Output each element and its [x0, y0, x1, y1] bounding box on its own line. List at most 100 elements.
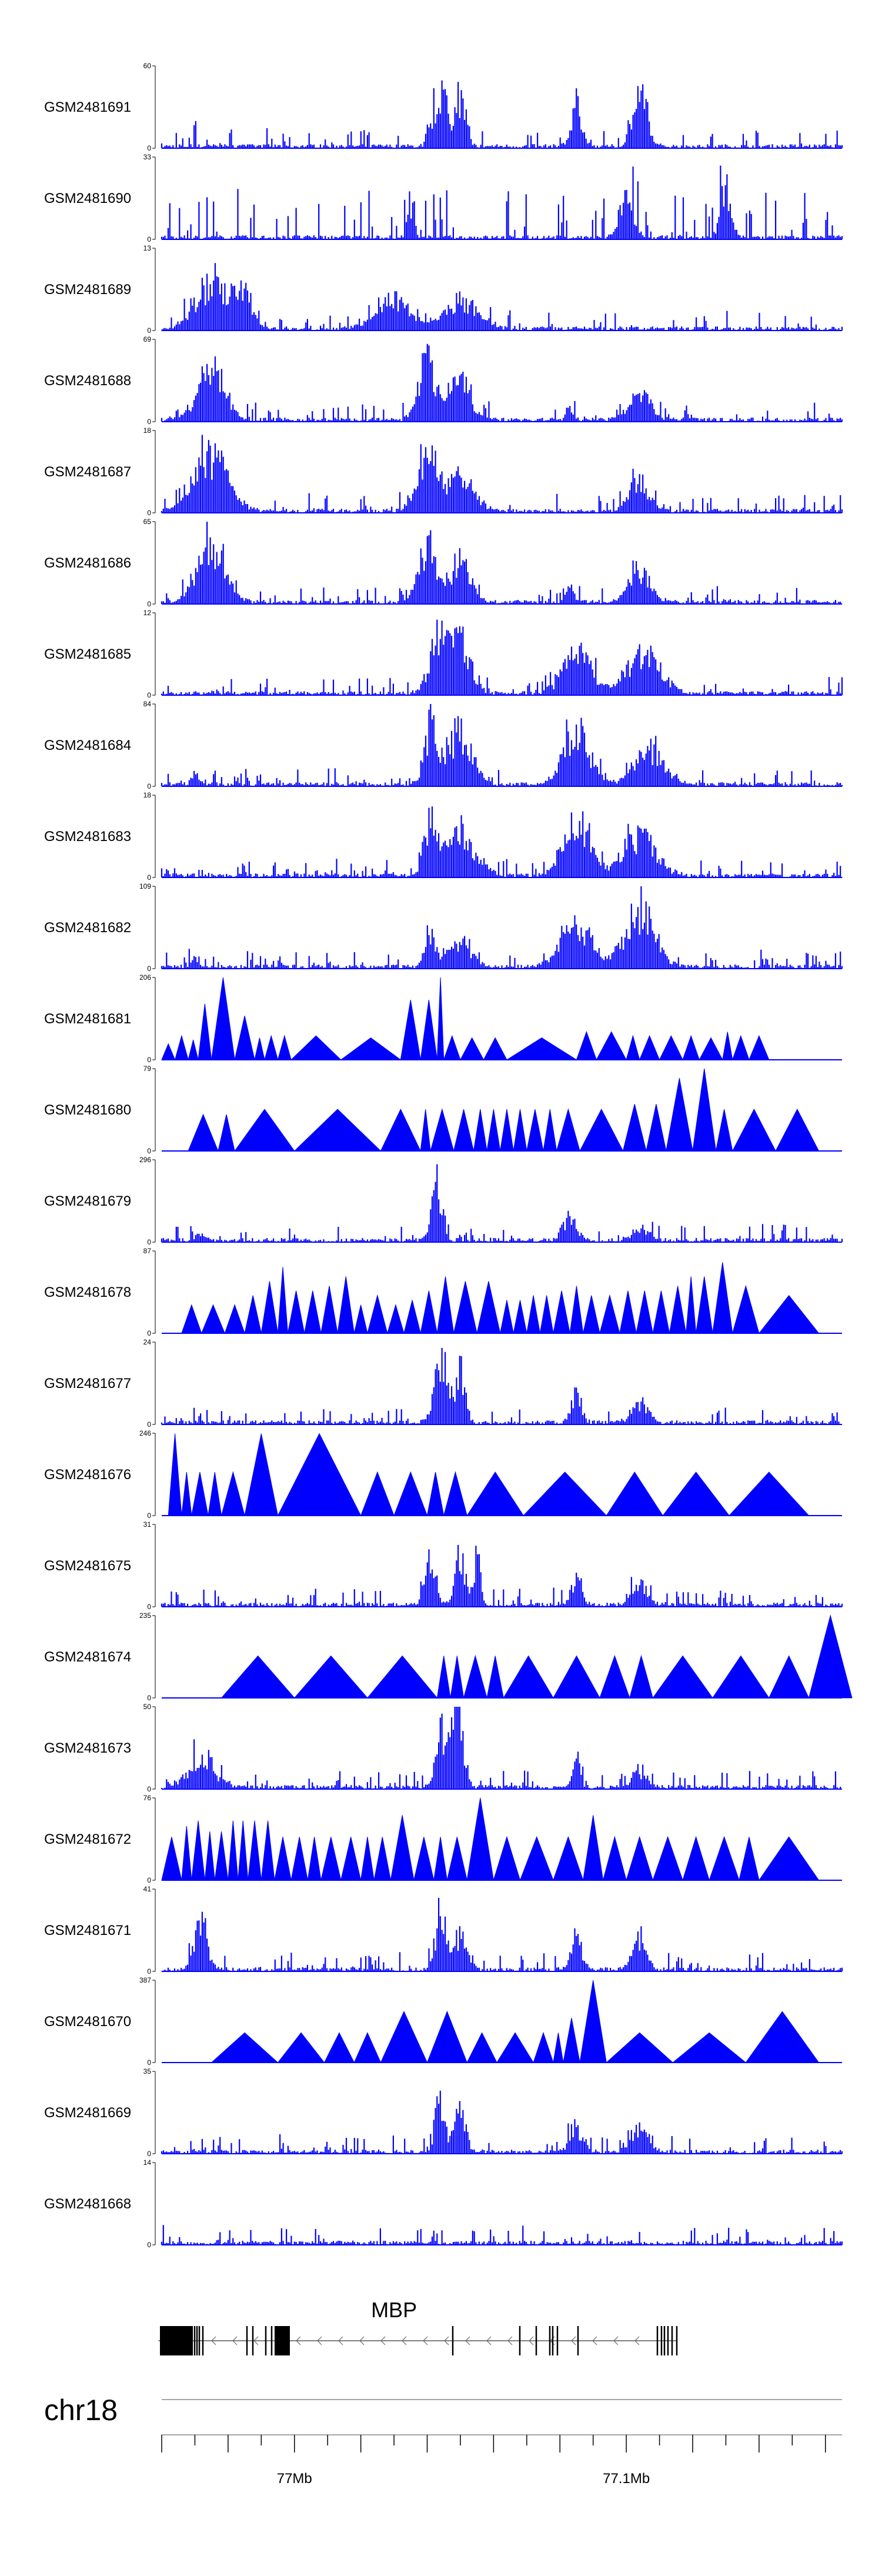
- coverage-segment: [181, 1304, 202, 1334]
- coverage-segment: [659, 1035, 683, 1060]
- coverage-segment: [290, 1035, 342, 1060]
- coverage-segment: [715, 1109, 733, 1152]
- y-zero-label: 0: [147, 1876, 151, 1884]
- y-zero-label: 0: [147, 1603, 151, 1611]
- track-GSM2481690: GSM2481690 33 0: [44, 153, 843, 243]
- track-GSM2481688: GSM2481688 69 0: [44, 335, 843, 426]
- track-label: GSM2481671: [44, 1923, 131, 1938]
- y-zero-label: 0: [147, 326, 151, 335]
- track-label: GSM2481688: [44, 373, 131, 389]
- coverage-signal: [161, 343, 843, 422]
- coverage-segment: [453, 1281, 477, 1334]
- coverage-segment: [443, 1035, 461, 1060]
- coverage-segment: [453, 1109, 475, 1152]
- coverage-segment: [430, 1108, 455, 1152]
- y-zero-label: 0: [147, 2058, 151, 2067]
- coverage-signal: [161, 1898, 843, 1971]
- coverage-segment: [758, 1294, 820, 1334]
- coverage-segment: [692, 1068, 717, 1152]
- coverage-segment: [234, 1016, 255, 1060]
- coverage-segment: [671, 2032, 747, 2063]
- coverage-segment: [181, 1826, 192, 1881]
- coverage-segment: [662, 1471, 730, 1516]
- coverage-segment: [353, 1304, 368, 1334]
- coverage-segment: [709, 1836, 740, 1881]
- coverage-segment: [198, 1003, 212, 1060]
- coverage-segment: [220, 1655, 295, 1699]
- y-max-label: 33: [143, 153, 152, 161]
- coverage-segment: [426, 1471, 445, 1516]
- coverage-segment: [556, 1108, 580, 1152]
- y-zero-label: 0: [147, 782, 151, 790]
- coverage-segment: [639, 1035, 660, 1060]
- y-max-label: 50: [143, 1703, 152, 1711]
- strand-arrow: [317, 2336, 322, 2345]
- track-GSM2481677: GSM2481677 24 0: [44, 1338, 843, 1429]
- coverage-segment: [669, 1286, 687, 1334]
- coverage-segment: [775, 1109, 820, 1152]
- coverage-segment: [367, 1294, 388, 1334]
- track-GSM2481678: GSM2481678 87 0: [44, 1247, 842, 1337]
- coverage-segment: [420, 1290, 438, 1334]
- coverage-segment: [493, 1836, 521, 1881]
- track-label: GSM2481682: [44, 920, 131, 936]
- coverage-segment: [602, 1836, 627, 1881]
- coverage-segment: [188, 1039, 199, 1060]
- y-max-label: 84: [143, 700, 152, 708]
- coverage-segment: [483, 1037, 507, 1060]
- coverage-segment: [340, 1037, 402, 1060]
- coverage-segment: [596, 1031, 627, 1060]
- track-label: GSM2481690: [44, 191, 131, 206]
- coverage-segment: [320, 1837, 342, 1881]
- strand-arrow: [529, 2336, 534, 2345]
- coverage-segment: [500, 1109, 514, 1152]
- strand-arrow: [211, 2336, 216, 2345]
- y-zero-label: 0: [147, 1785, 151, 1793]
- coverage-segment: [320, 1286, 338, 1334]
- coverage-segment: [712, 1262, 733, 1334]
- y-max-label: 18: [143, 791, 152, 799]
- coverage-segment: [569, 1286, 584, 1334]
- track-GSM2481675: GSM2481675 31 0: [44, 1520, 843, 1611]
- coverage-segment: [466, 2032, 497, 2063]
- coverage-segment: [340, 1837, 362, 1881]
- y-zero-label: 0: [147, 1511, 151, 1520]
- coverage-segment: [208, 1471, 222, 1516]
- coverage-segment: [211, 2032, 279, 2063]
- y-zero-label: 0: [147, 1238, 151, 1246]
- coverage-segment: [211, 977, 235, 1060]
- coverage-segment: [739, 1837, 760, 1881]
- y-max-label: 24: [143, 1338, 152, 1346]
- track-label: GSM2481675: [44, 1558, 131, 1574]
- coverage-segment: [277, 1267, 289, 1334]
- coverage-segment: [403, 1300, 421, 1334]
- coverage-signal: [161, 1164, 843, 1242]
- coverage-signal: [161, 263, 843, 331]
- coverage-segment: [191, 1471, 209, 1516]
- track-label: GSM2481672: [44, 1831, 131, 1847]
- y-max-label: 35: [143, 2067, 152, 2076]
- coverage-signal: [161, 80, 843, 148]
- track-GSM2481683: GSM2481683 18 0: [44, 791, 843, 882]
- track-label: GSM2481684: [44, 738, 131, 753]
- track-GSM2481684: GSM2481684 84 0: [44, 700, 843, 790]
- coverage-segment: [360, 1471, 395, 1516]
- coverage-segment: [553, 1290, 570, 1334]
- track-GSM2481672: GSM2481672 76 0: [44, 1794, 842, 1884]
- y-zero-label: 0: [147, 418, 151, 426]
- strand-arrow: [507, 2336, 513, 2345]
- coverage-segment: [553, 2033, 564, 2063]
- strand-arrow: [380, 2336, 386, 2345]
- coverage-segment: [450, 1656, 465, 1699]
- coverage-segment: [486, 1656, 504, 1699]
- track-GSM2481680: GSM2481680 79 0: [44, 1065, 842, 1155]
- track-GSM2481674: GSM2481674 235 0: [44, 1611, 853, 1702]
- coverage-segment: [626, 1836, 653, 1881]
- y-max-label: 235: [139, 1611, 151, 1620]
- track-label: GSM2481680: [44, 1102, 131, 1118]
- coverage-segment: [563, 2017, 580, 2063]
- coverage-segment: [220, 1471, 245, 1516]
- coverage-segment: [307, 1837, 322, 1881]
- chromosome-label: chr18: [44, 2394, 118, 2427]
- coverage-segment: [360, 1837, 375, 1881]
